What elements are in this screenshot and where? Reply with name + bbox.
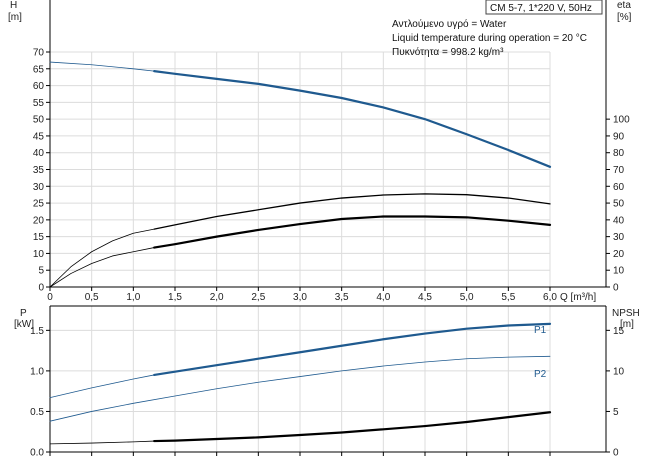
top-right-tick-label: 40 xyxy=(613,215,625,226)
top-series-0-segment-0 xyxy=(49,61,155,72)
npsh-axis-title: NPSH xyxy=(612,308,640,319)
top-series-1-segment-0 xyxy=(49,228,155,288)
bottom-series-0-segment-0 xyxy=(49,374,155,399)
top-right-tick-label: 70 xyxy=(613,165,625,176)
flow-axis-label: Q [m³/h] xyxy=(560,292,596,303)
top-x-tick-label: 5,0 xyxy=(460,292,474,303)
top-left-tick-label: 40 xyxy=(33,148,45,159)
top-right-tick-label: 60 xyxy=(613,182,625,193)
bottom-panel: 0.0 0.5 1.0 1.5 0 5 10 15 P [kW] NPSH [m] P1 P2 xyxy=(14,305,640,459)
top-left-tick-label: 65 xyxy=(33,64,45,75)
bottom-series-2-segment-1 xyxy=(153,411,552,443)
info-temperature: Liquid temperature during operation = 20… xyxy=(392,33,587,44)
top-x-tick-label: 3,0 xyxy=(293,292,307,303)
top-right-tick-label: 10 xyxy=(613,266,625,277)
top-left-tick-label: 0 xyxy=(38,283,44,294)
bottom-series-0-segment-1 xyxy=(153,322,552,377)
bottom-panel-ticks: 0.0 0.5 1.0 1.5 0 5 10 15 xyxy=(30,326,624,459)
top-right-tick-label: 20 xyxy=(613,249,625,260)
top-left-tick-label: 55 xyxy=(33,98,45,109)
head-axis-unit: [m] xyxy=(8,12,22,23)
info-density: Πυκνότητα = 998.2 kg/m³ xyxy=(392,46,504,58)
top-x-tick-label: 4,0 xyxy=(376,292,390,303)
top-right-tick-label: 90 xyxy=(613,131,625,142)
top-series-1-segment-1 xyxy=(153,193,551,230)
head-axis-title: H xyxy=(10,0,17,11)
top-left-tick-label: 60 xyxy=(33,81,45,92)
top-x-tick-label: 4,5 xyxy=(418,292,432,303)
top-left-tick-label: 50 xyxy=(33,115,45,126)
bottom-series-2-segment-0 xyxy=(49,440,155,445)
top-x-tick-label: 0 xyxy=(47,292,53,303)
top-x-tick-label: 2,5 xyxy=(251,292,265,303)
top-x-tick-label: 0,5 xyxy=(85,292,99,303)
top-right-tick-label: 100 xyxy=(613,115,630,126)
bottom-right-tick-label: 15 xyxy=(613,326,625,337)
top-right-tick-label: 30 xyxy=(613,232,625,243)
top-left-tick-label: 25 xyxy=(33,199,45,210)
top-left-tick-label: 70 xyxy=(33,48,45,59)
top-left-tick-label: 15 xyxy=(33,232,45,243)
eta-axis-unit: [%] xyxy=(617,12,632,23)
top-panel-series xyxy=(49,61,552,288)
series-label-p2: P2 xyxy=(534,369,547,380)
power-axis-title: P xyxy=(20,308,27,319)
series-label-p1: P1 xyxy=(534,325,547,336)
top-panel-grid xyxy=(50,51,551,287)
top-left-tick-label: 45 xyxy=(33,131,45,142)
top-x-tick-label: 3,5 xyxy=(335,292,349,303)
pump-title: CM 5-7, 1*220 V, 50Hz xyxy=(490,3,592,14)
top-panel: 0 0,5 1,0 1,5 2,0 2,5 3,0 3,5 4,0 4,5 5,0 5,5 6,0 0 5 1… xyxy=(8,0,632,303)
bottom-panel-grid xyxy=(50,306,551,452)
top-x-tick-label: 1,0 xyxy=(126,292,140,303)
top-right-tick-label: 80 xyxy=(613,148,625,159)
bottom-series-1-segment-0 xyxy=(49,355,551,422)
top-series-2-segment-1 xyxy=(153,215,552,249)
bottom-left-tick-label: 1.0 xyxy=(30,366,44,377)
top-panel-ticks: 0 0,5 1,0 1,5 2,0 2,5 3,0 3,5 4,0 4,5 5,0 5,5 6,0 0 5 1… xyxy=(33,48,630,304)
top-left-tick-label: 35 xyxy=(33,165,45,176)
top-series-2-segment-0 xyxy=(49,247,155,288)
power-axis-unit: [kW] xyxy=(14,319,34,330)
top-left-tick-label: 10 xyxy=(33,249,45,260)
eta-axis-title: eta xyxy=(617,0,631,11)
bottom-right-tick-label: 0 xyxy=(613,448,619,459)
top-left-tick-label: 5 xyxy=(38,266,44,277)
top-x-tick-label: 6,0 xyxy=(543,292,557,303)
bottom-left-tick-label: 0.5 xyxy=(30,407,44,418)
top-right-tick-label: 0 xyxy=(613,283,619,294)
top-right-tick-label: 50 xyxy=(613,199,625,210)
top-x-tick-label: 1,5 xyxy=(168,292,182,303)
bottom-left-tick-label: 0.0 xyxy=(30,448,44,459)
top-left-tick-label: 20 xyxy=(33,215,45,226)
bottom-left-tick-label: 1.5 xyxy=(30,326,44,337)
top-series-0-segment-1 xyxy=(153,70,552,168)
bottom-right-tick-label: 5 xyxy=(613,407,619,418)
top-left-tick-label: 30 xyxy=(33,182,45,193)
info-fluid: Αντλούμενο υγρό = Water xyxy=(392,18,507,30)
pump-title-box xyxy=(485,0,603,15)
bottom-panel-series xyxy=(49,322,552,445)
npsh-axis-unit: [m] xyxy=(620,319,634,330)
top-x-tick-label: 5,5 xyxy=(501,292,515,303)
top-x-tick-label: 2,0 xyxy=(210,292,224,303)
bottom-right-tick-label: 10 xyxy=(613,366,625,377)
